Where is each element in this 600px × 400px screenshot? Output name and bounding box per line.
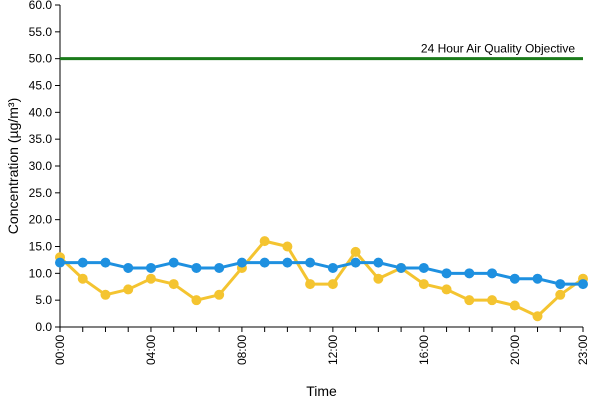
y-tick-label: 40.0 [29, 105, 53, 119]
x-tick-label: 12:00 [326, 335, 340, 365]
x-tick-label: 00:00 [53, 335, 67, 365]
reference-line-label: 24 Hour Air Quality Objective [421, 42, 575, 56]
series-2-point [464, 268, 475, 279]
series-2-point [77, 257, 88, 268]
series-2-point [555, 279, 566, 290]
series-1-point [441, 284, 452, 295]
series-1-point [214, 289, 225, 300]
series-1-point [282, 241, 293, 252]
series-2-point [578, 279, 588, 290]
x-tick-label: 20:00 [508, 335, 522, 365]
series-1-point [168, 279, 179, 290]
series-1-point [259, 236, 270, 247]
y-axis-title: Concentration (µg/m³) [5, 98, 21, 234]
y-tick-label: 0.0 [35, 320, 52, 334]
series-2-point [145, 262, 156, 273]
series-2-point [396, 262, 407, 273]
y-tick-label: 50.0 [29, 52, 53, 66]
series-1-point [191, 295, 202, 306]
series-1-point [305, 279, 316, 290]
series-2-point [532, 273, 543, 284]
y-tick-label: 60.0 [29, 0, 53, 12]
y-tick-label: 45.0 [29, 79, 53, 93]
series-1-point [327, 279, 338, 290]
series-1-point [123, 284, 134, 295]
y-tick-label: 10.0 [29, 266, 53, 280]
series-1-point [555, 289, 566, 300]
x-tick-label: 04:00 [144, 335, 158, 365]
y-tick-label: 20.0 [29, 213, 53, 227]
series-2-line [60, 261, 583, 286]
series-1-point [373, 273, 384, 284]
series-2-point [418, 262, 429, 273]
series-1-point [77, 273, 88, 284]
series-2-point [305, 257, 316, 268]
series-1-point [509, 300, 520, 311]
series-1-point [145, 273, 156, 284]
x-tick-label: 16:00 [417, 335, 431, 365]
series-2-point [350, 257, 361, 268]
x-tick-label: 08:00 [235, 335, 249, 365]
series-2-point [327, 262, 338, 273]
series-group [55, 236, 588, 322]
y-tick-label: 35.0 [29, 132, 53, 146]
series-2-point [168, 257, 179, 268]
y-tick-label: 25.0 [29, 186, 53, 200]
y-tick-label: 55.0 [29, 25, 53, 39]
y-tick-labels: 0.0 5.0 10.0 15.0 20.0 25.0 30.0 35.0 40.0 45.0 50… [29, 0, 60, 334]
y-tick-label: 5.0 [35, 293, 52, 307]
series-1-point [418, 279, 429, 290]
series-2-point [259, 257, 270, 268]
y-tick-label: 30.0 [29, 159, 53, 173]
x-tick-labels: 00:00 04:00 08:00 12:00 16:00 20:00 23:00 [53, 327, 590, 365]
series-2-point [55, 257, 65, 268]
series-2-point [282, 257, 293, 268]
series-2-point [441, 268, 452, 279]
x-axis-title: Time [306, 383, 337, 399]
series-2-point [100, 257, 111, 268]
series-1-point [350, 246, 361, 257]
series-2-point [123, 262, 134, 273]
series-2-point [236, 257, 247, 268]
series-2-point [487, 268, 498, 279]
reference-line-group: 24 Hour Air Quality Objective [60, 42, 583, 61]
series-2-point [191, 262, 202, 273]
series-1-point [100, 289, 111, 300]
series-2-point [214, 262, 225, 273]
series-1-line [58, 239, 584, 318]
series-1-point [464, 295, 475, 306]
x-tick-label: 23:00 [576, 335, 590, 365]
series-2-point [509, 273, 520, 284]
y-tick-label: 15.0 [29, 240, 53, 254]
series-1-point [487, 295, 498, 306]
series-2-point [373, 257, 384, 268]
series-1-point [532, 311, 543, 322]
